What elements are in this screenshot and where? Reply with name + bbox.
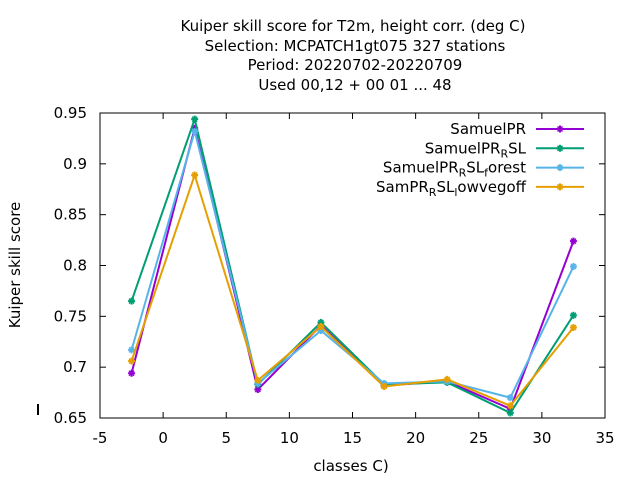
data-point: [191, 171, 199, 179]
y-tick-label: 0.65: [54, 409, 87, 427]
data-point: [569, 311, 577, 319]
series-4: [128, 171, 577, 410]
x-tick-label: 10: [280, 429, 299, 447]
data-point: [128, 297, 136, 305]
data-point: [128, 346, 136, 354]
x-tick-label: 35: [595, 429, 614, 447]
series-line: [130, 118, 575, 414]
data-point: [506, 394, 514, 402]
data-point: [506, 409, 514, 417]
data-point: [191, 127, 199, 135]
data-point: [569, 263, 577, 271]
legend-label: SamPRRSLlowvegoff: [376, 178, 527, 199]
title-line-1: Kuiper skill score for T2m, height corr.…: [181, 17, 526, 35]
data-point: [191, 115, 199, 123]
legend-marker: [556, 183, 564, 191]
x-tick-label: 0: [158, 429, 168, 447]
series-line: [130, 174, 575, 407]
data-point: [569, 237, 577, 245]
y-axis: 0.65 0.7 0.75 0.8 0.85 0.9 0.95: [54, 104, 605, 427]
data-point: [128, 369, 136, 377]
data-point: [443, 375, 451, 383]
legend-label: SamuelPR: [450, 120, 526, 138]
plot-frame: [99, 112, 606, 419]
x-tick-label: 25: [469, 429, 488, 447]
y-tick-label: 0.95: [54, 104, 87, 122]
legend-item: SamuelPRRSLforest: [383, 159, 584, 180]
data-point: [506, 402, 514, 410]
x-tick-label: 20: [406, 429, 425, 447]
data-point: [569, 324, 577, 332]
chart-title: Kuiper skill score for T2m, height corr.…: [181, 17, 526, 94]
data-point: [380, 382, 388, 390]
x-tick-label: 5: [221, 429, 231, 447]
y-tick-label: 0.9: [63, 155, 87, 173]
y-tick-label: 0.8: [63, 257, 87, 275]
y-tick-label: 0.75: [54, 307, 87, 325]
legend-marker: [556, 164, 564, 172]
legend: SamuelPRSamuelPRRSLSamuelPRRSLforestSamP…: [376, 120, 584, 199]
legend-item: SamuelPRRSL: [425, 139, 584, 160]
x-tick-label: 30: [532, 429, 551, 447]
y-axis-label: Kuiper skill score: [6, 202, 24, 329]
series-layer: [128, 115, 577, 417]
legend-label: SamuelPRRSL: [425, 139, 527, 160]
title-line-2: Selection: MCPATCH1gt075 327 stations: [205, 37, 506, 55]
x-axis-label: classes C): [313, 457, 388, 475]
legend-item: SamPRRSLlowvegoff: [376, 178, 584, 199]
x-tick-label: -5: [93, 429, 108, 447]
x-axis: -5 0 5 10 15 20 25 30 35: [93, 113, 615, 447]
legend-marker: [556, 125, 564, 133]
legend-label: SamuelPRRSLforest: [383, 159, 526, 180]
legend-marker: [556, 144, 564, 152]
data-point: [317, 323, 325, 330]
y-tick-label: 0.7: [63, 358, 87, 376]
x-tick-label: 15: [343, 429, 362, 447]
y-tick-label: 0.85: [54, 206, 87, 224]
data-point: [128, 357, 136, 365]
title-line-3: Period: 20220702-20220709: [248, 56, 463, 74]
data-point: [254, 376, 262, 384]
legend-item: SamuelPR: [450, 120, 584, 138]
title-line-4: Used 00,12 + 00 01 ... 48: [258, 76, 451, 94]
